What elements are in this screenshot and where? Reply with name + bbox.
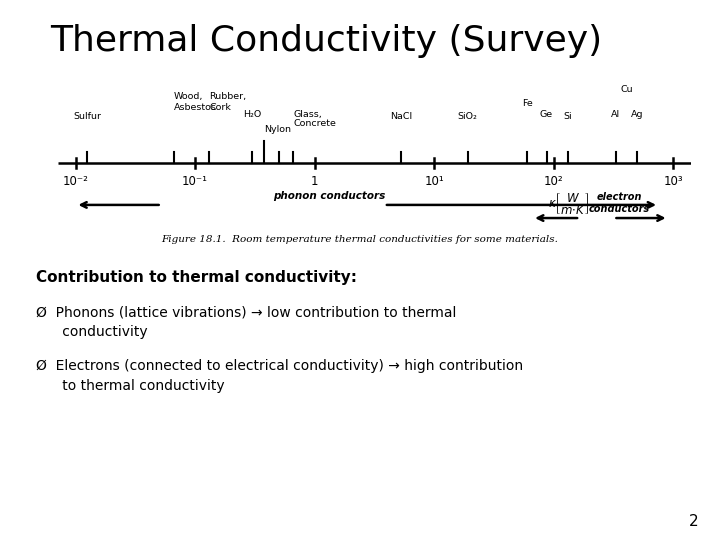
Text: Contribution to thermal conductivity:: Contribution to thermal conductivity: bbox=[36, 270, 357, 285]
Text: 10⁻²: 10⁻² bbox=[63, 175, 89, 188]
Text: Cork: Cork bbox=[210, 103, 231, 112]
Text: Ø  Electrons (connected to electrical conductivity) → high contribution
      to: Ø Electrons (connected to electrical con… bbox=[36, 359, 523, 393]
Text: Concrete: Concrete bbox=[293, 119, 336, 128]
Text: Wood,: Wood, bbox=[174, 92, 203, 102]
Text: Figure 18.1.  Room temperature thermal conductivities for some materials.: Figure 18.1. Room temperature thermal co… bbox=[161, 235, 559, 244]
Text: 10³: 10³ bbox=[663, 175, 683, 188]
Text: SiO₂: SiO₂ bbox=[458, 112, 477, 122]
Text: Si: Si bbox=[564, 112, 572, 122]
Text: Nylon: Nylon bbox=[264, 125, 292, 134]
Text: 2: 2 bbox=[689, 514, 698, 529]
Text: H₂O: H₂O bbox=[243, 110, 261, 119]
Text: Thermal Conductivity (Survey): Thermal Conductivity (Survey) bbox=[50, 24, 603, 58]
Text: 10⁻¹: 10⁻¹ bbox=[182, 175, 208, 188]
Text: Ø  Phonons (lattice vibrations) → low contribution to thermal
      conductivity: Ø Phonons (lattice vibrations) → low con… bbox=[36, 305, 456, 339]
Text: $\kappa\left[\dfrac{W}{m{\cdot}K}\right]$: $\kappa\left[\dfrac{W}{m{\cdot}K}\right]… bbox=[548, 192, 589, 218]
Text: Ge: Ge bbox=[540, 110, 553, 119]
Text: Fe: Fe bbox=[522, 99, 533, 108]
Text: NaCl: NaCl bbox=[390, 112, 412, 122]
Text: electron
conductors: electron conductors bbox=[589, 192, 650, 214]
Text: 1: 1 bbox=[311, 175, 318, 188]
Text: Cu: Cu bbox=[621, 84, 633, 93]
Text: Al: Al bbox=[611, 110, 621, 119]
Text: Sulfur: Sulfur bbox=[73, 112, 102, 122]
Text: 10¹: 10¹ bbox=[424, 175, 444, 188]
Text: Rubber,: Rubber, bbox=[210, 92, 246, 102]
Text: phonon conductors: phonon conductors bbox=[273, 191, 385, 201]
Text: 10²: 10² bbox=[544, 175, 564, 188]
Text: Glass,: Glass, bbox=[293, 110, 322, 119]
Text: Asbestos: Asbestos bbox=[174, 103, 217, 112]
Text: Ag: Ag bbox=[631, 110, 644, 119]
